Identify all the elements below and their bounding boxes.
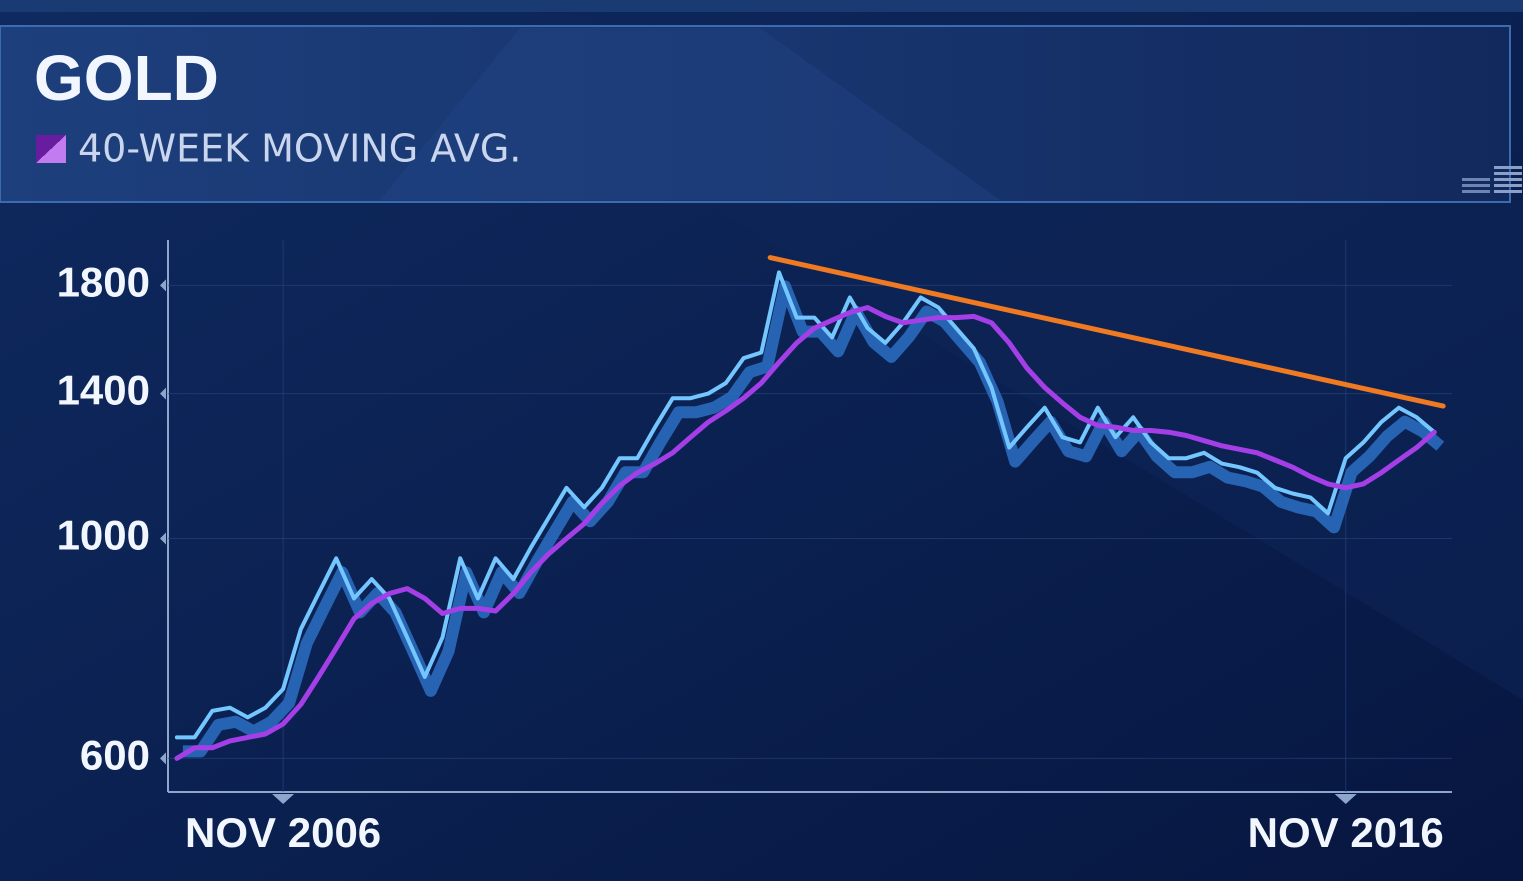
x-tick bbox=[1334, 794, 1357, 804]
y-tick bbox=[160, 752, 166, 765]
y-tick bbox=[160, 532, 166, 545]
x-tick bbox=[272, 794, 295, 804]
chart-title: GOLD bbox=[34, 42, 219, 114]
average-line bbox=[174, 305, 1437, 761]
corner-icon bbox=[1462, 166, 1522, 193]
y-tick-label: 1000 bbox=[57, 512, 150, 559]
y-tick-label: 1800 bbox=[57, 258, 150, 305]
header-shade bbox=[380, 28, 1000, 200]
background-shade bbox=[700, 200, 1523, 700]
top-strip bbox=[0, 0, 1523, 12]
trend-line bbox=[767, 255, 1446, 409]
legend-swatch bbox=[36, 135, 66, 163]
y-tick bbox=[160, 279, 166, 292]
x-tick-label: NOV 2006 bbox=[185, 809, 381, 856]
y-tick-label: 1400 bbox=[57, 367, 150, 414]
y-tick bbox=[160, 387, 166, 400]
y-tick-label: 600 bbox=[80, 732, 150, 779]
header-panel bbox=[0, 25, 1511, 203]
legend-label: 40-WEEK MOVING AVG. bbox=[78, 127, 521, 171]
x-tick-label: NOV 2016 bbox=[1248, 809, 1444, 856]
